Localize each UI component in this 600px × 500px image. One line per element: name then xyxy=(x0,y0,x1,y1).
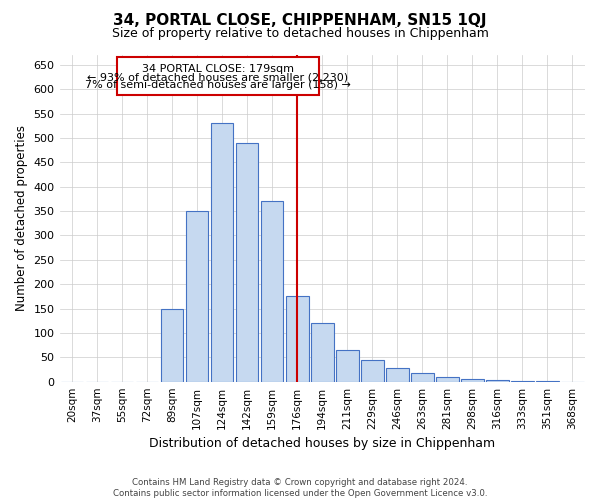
Bar xyxy=(261,202,283,382)
Y-axis label: Number of detached properties: Number of detached properties xyxy=(15,126,28,312)
Bar xyxy=(461,379,484,382)
Bar xyxy=(361,360,383,382)
Text: Size of property relative to detached houses in Chippenham: Size of property relative to detached ho… xyxy=(112,28,488,40)
Bar xyxy=(161,308,184,382)
Bar xyxy=(236,143,259,382)
Bar xyxy=(286,296,308,382)
Text: Contains HM Land Registry data © Crown copyright and database right 2024.
Contai: Contains HM Land Registry data © Crown c… xyxy=(113,478,487,498)
Bar xyxy=(386,368,409,382)
Bar xyxy=(486,380,509,382)
Bar xyxy=(436,377,458,382)
Bar xyxy=(311,323,334,382)
Text: 34, PORTAL CLOSE, CHIPPENHAM, SN15 1QJ: 34, PORTAL CLOSE, CHIPPENHAM, SN15 1QJ xyxy=(113,12,487,28)
Text: 34 PORTAL CLOSE: 179sqm: 34 PORTAL CLOSE: 179sqm xyxy=(142,64,294,74)
Bar xyxy=(211,124,233,382)
Bar xyxy=(336,350,359,382)
Bar xyxy=(511,380,534,382)
Text: 7% of semi-detached houses are larger (158) →: 7% of semi-detached houses are larger (1… xyxy=(85,80,351,90)
FancyBboxPatch shape xyxy=(117,58,319,95)
X-axis label: Distribution of detached houses by size in Chippenham: Distribution of detached houses by size … xyxy=(149,437,496,450)
Bar xyxy=(411,373,434,382)
Text: ← 93% of detached houses are smaller (2,230): ← 93% of detached houses are smaller (2,… xyxy=(87,72,349,82)
Bar xyxy=(186,211,208,382)
